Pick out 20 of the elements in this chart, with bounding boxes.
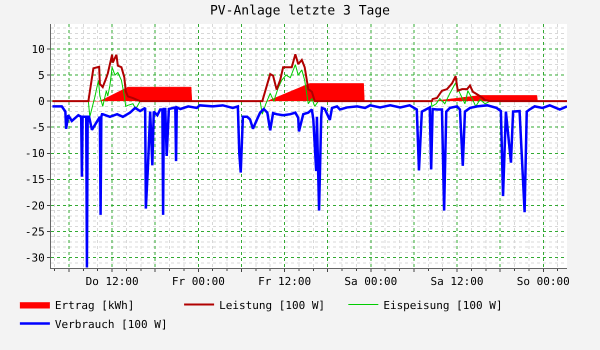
y-tick-label: -25 — [24, 225, 45, 238]
y-tick-label: 10 — [32, 42, 45, 56]
y-tick-label: -15 — [24, 173, 45, 186]
y-tick-label: -10 — [24, 147, 45, 160]
y-tick-label: 0 — [38, 95, 45, 108]
x-tick-label: Sa 12:00 — [430, 275, 484, 288]
x-tick-label: Fr 12:00 — [258, 275, 312, 288]
y-tick-label: -30 — [24, 251, 45, 264]
x-tick-label: So 00:00 — [516, 275, 570, 288]
legend-label: Eispeisung [100 W] — [383, 298, 503, 312]
y-tick-label: 5 — [38, 68, 45, 82]
legend-label: Verbrauch [100 W] — [54, 318, 168, 331]
x-tick-label: Sa 00:00 — [344, 275, 398, 288]
y-tick-label: -20 — [24, 199, 45, 212]
legend-label: Ertrag [kWh] — [54, 298, 134, 312]
legend-label: Leistung [100 W] — [219, 298, 326, 312]
x-tick-label: Do 12:00 — [86, 275, 139, 288]
x-tick-label: Fr 00:00 — [172, 275, 225, 288]
chart-title: PV-Anlage letzte 3 Tage — [210, 3, 390, 18]
y-tick-label: -5 — [32, 121, 45, 134]
